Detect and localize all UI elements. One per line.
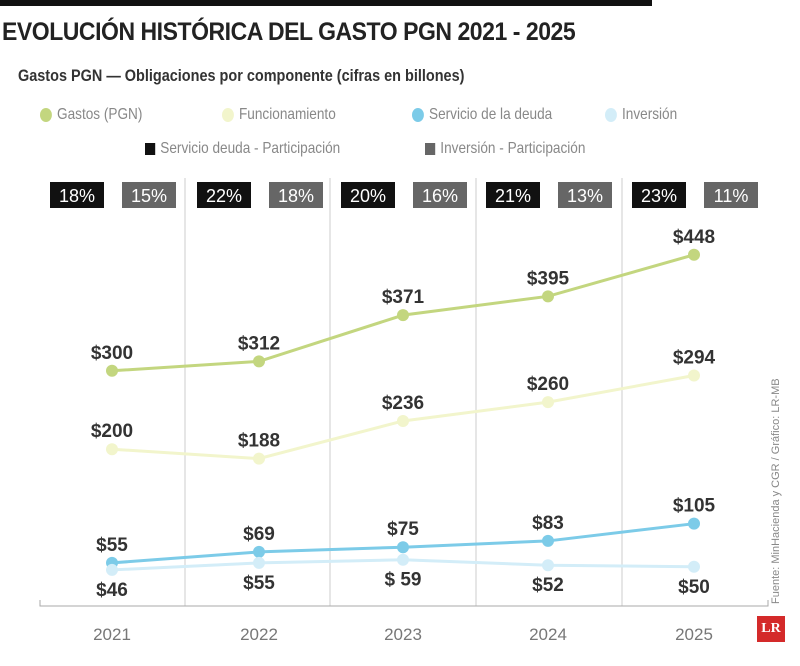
data-label: $312 xyxy=(238,333,280,354)
source-note: Fuente: MinHacienda y CGR / Gráfico: LR-… xyxy=(770,378,782,604)
data-label: $ 59 xyxy=(385,570,422,591)
data-point xyxy=(106,364,118,377)
legend-label: Servicio de la deuda xyxy=(429,106,553,123)
legend-inversion: Inversión xyxy=(605,106,677,124)
data-label: $371 xyxy=(382,287,425,308)
legend-dot xyxy=(605,108,617,122)
data-point xyxy=(688,560,700,573)
data-point xyxy=(542,559,554,572)
data-label: $46 xyxy=(96,580,128,601)
data-point xyxy=(542,534,554,547)
legend-label: Gastos (PGN) xyxy=(57,106,143,123)
share-badge-label: 18% xyxy=(278,186,314,206)
data-label: $52 xyxy=(532,575,564,596)
share-badge xyxy=(704,182,758,208)
data-point xyxy=(106,563,118,576)
data-point xyxy=(397,414,409,427)
legend-servicio: Servicio de la deuda xyxy=(412,106,552,124)
legend-dot xyxy=(40,108,52,122)
share-badge xyxy=(632,182,686,208)
data-label: $105 xyxy=(673,496,716,517)
page-title: EVOLUCIÓN HISTÓRICA DEL GASTO PGN 2021 -… xyxy=(2,18,576,46)
data-point xyxy=(688,248,700,261)
share-badge xyxy=(50,182,104,208)
share-badge-label: 11% xyxy=(714,186,749,206)
data-label: $300 xyxy=(91,343,133,364)
share-badge-label: 13% xyxy=(567,186,603,206)
legend-dot xyxy=(222,108,234,122)
legend-label: Inversión xyxy=(622,106,678,123)
x-tick-label: 2022 xyxy=(240,625,278,644)
share-badge xyxy=(122,182,176,208)
share-badge xyxy=(341,182,395,208)
legend-label: Servicio deuda - Participación xyxy=(160,140,341,157)
x-tick-label: 2025 xyxy=(675,625,713,644)
data-label: $188 xyxy=(238,431,280,452)
data-label: $55 xyxy=(96,535,128,556)
data-label: $69 xyxy=(243,524,275,545)
share-badge-label: 23% xyxy=(641,186,677,206)
data-label: $260 xyxy=(527,374,569,395)
data-label: $236 xyxy=(382,393,424,414)
data-label: $50 xyxy=(678,577,710,598)
data-point xyxy=(542,290,554,303)
data-point xyxy=(397,541,409,554)
share-badge-label: 22% xyxy=(206,186,242,206)
legend-label: Funcionamiento xyxy=(239,106,336,123)
x-tick-label: 2023 xyxy=(384,625,422,644)
data-label: $55 xyxy=(243,573,275,594)
legend-inversion-part: Inversión - Participación xyxy=(425,140,585,158)
data-point xyxy=(688,369,700,382)
legend-gastos: Gastos (PGN) xyxy=(40,106,142,124)
share-badge xyxy=(197,182,251,208)
share-badge xyxy=(486,182,540,208)
data-label: $294 xyxy=(673,348,716,369)
legend-square xyxy=(145,143,156,155)
share-badge xyxy=(558,182,612,208)
legend-servicio-part: Servicio deuda - Participación xyxy=(145,140,340,158)
data-point xyxy=(253,355,265,368)
data-point xyxy=(253,545,265,558)
legend-dot xyxy=(412,108,424,122)
data-point xyxy=(253,452,265,465)
data-label: $395 xyxy=(527,268,570,289)
legend-square xyxy=(425,143,436,155)
share-badge-label: 18% xyxy=(59,186,95,206)
data-label: $75 xyxy=(387,519,419,540)
legend-label: Inversión - Participación xyxy=(440,140,586,157)
data-label: $448 xyxy=(673,227,715,248)
chart-subtitle: Gastos PGN — Obligaciones por componente… xyxy=(18,66,465,85)
share-badge-label: 20% xyxy=(350,186,386,206)
data-point xyxy=(253,556,265,569)
share-badge xyxy=(269,182,323,208)
share-badge-label: 16% xyxy=(422,186,458,206)
data-label: $200 xyxy=(91,421,133,442)
data-label: $83 xyxy=(532,513,564,534)
top-bar xyxy=(0,0,652,6)
data-point xyxy=(106,443,118,456)
share-badge xyxy=(413,182,467,208)
legend-funcionamiento: Funcionamiento xyxy=(222,106,336,124)
share-badge-label: 21% xyxy=(495,186,531,206)
share-badge-label: 15% xyxy=(131,186,167,206)
data-point xyxy=(688,517,700,530)
x-tick-label: 2021 xyxy=(93,625,131,644)
data-point xyxy=(397,309,409,322)
data-point xyxy=(397,553,409,566)
data-point xyxy=(542,396,554,409)
x-tick-label: 2024 xyxy=(529,625,567,644)
x-axis xyxy=(39,600,769,607)
lr-logo: LR xyxy=(757,616,785,642)
